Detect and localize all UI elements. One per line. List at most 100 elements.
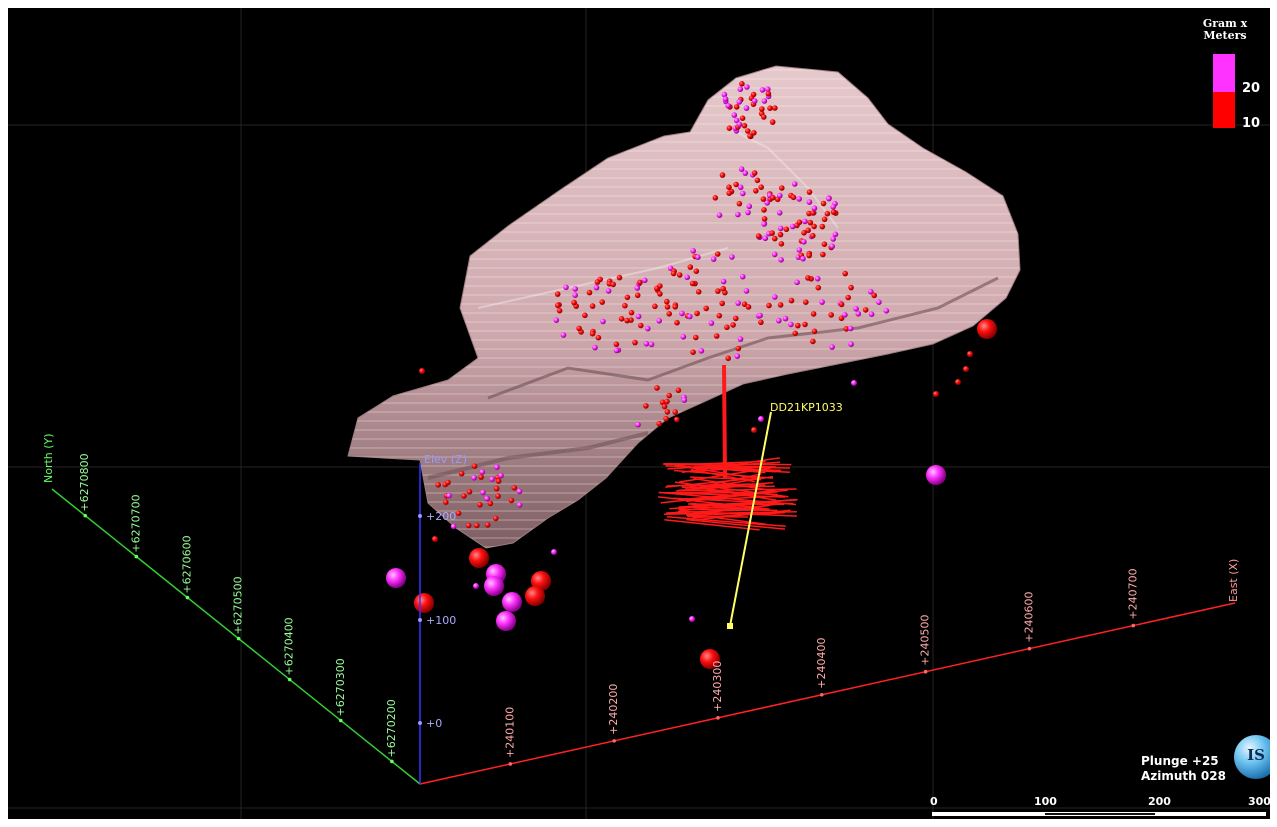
east-axis-line bbox=[419, 602, 1236, 785]
sample-point bbox=[680, 334, 687, 340]
sample-point bbox=[765, 90, 772, 97]
sample-point bbox=[724, 324, 730, 331]
north-tick-dot bbox=[287, 677, 292, 682]
sample-point bbox=[771, 251, 778, 258]
sample-point bbox=[811, 223, 817, 230]
sample-point bbox=[838, 315, 845, 322]
north-tick-label: +6270200 bbox=[385, 699, 398, 757]
elev-tick-label: +0 bbox=[426, 717, 442, 730]
sample-point bbox=[753, 188, 759, 194]
sample-point bbox=[821, 216, 828, 223]
sample-point bbox=[848, 341, 854, 348]
sample-point bbox=[695, 254, 701, 260]
east-tick-label: +240500 bbox=[919, 614, 932, 665]
sample-point bbox=[788, 321, 794, 328]
east-tick-dot bbox=[716, 716, 720, 720]
sample-point bbox=[600, 318, 606, 325]
east-axis-ticks: +240100 +240200 +240300 +240400 +240500 +2406… bbox=[503, 568, 1139, 766]
drill-trace-segment bbox=[663, 462, 792, 466]
drillhole-dd21kp1033[interactable] bbox=[729, 411, 772, 627]
sample-point bbox=[586, 289, 593, 296]
sample-point bbox=[477, 502, 483, 508]
large-sample-sphere bbox=[502, 592, 522, 612]
large-sample-sphere bbox=[414, 593, 434, 613]
sample-point bbox=[740, 190, 746, 197]
drill-trace-segment bbox=[689, 485, 777, 502]
sample-point bbox=[738, 166, 745, 172]
drill-trace-segment bbox=[690, 476, 762, 481]
sample-point bbox=[744, 84, 750, 90]
north-axis-ticks: +6270200 +6270300 +6270400 +6270500 +6270600… bbox=[78, 453, 398, 764]
sample-point bbox=[419, 368, 425, 374]
sample-point bbox=[855, 311, 862, 317]
sample-point bbox=[745, 209, 751, 216]
sample-point bbox=[736, 200, 743, 207]
sample-point bbox=[760, 196, 767, 202]
sample-point bbox=[659, 399, 666, 406]
sample-point bbox=[714, 251, 721, 257]
north-tick-label: +6270400 bbox=[283, 617, 296, 675]
sample-point bbox=[777, 192, 783, 199]
sample-point bbox=[819, 223, 826, 230]
sample-point bbox=[489, 476, 495, 483]
drillhole-label[interactable]: DD21KP1033 bbox=[770, 401, 843, 414]
sample-point bbox=[811, 205, 818, 211]
sample-point bbox=[739, 115, 746, 121]
sample-point bbox=[757, 312, 763, 319]
globe-icon[interactable]: IS bbox=[1234, 735, 1270, 779]
sample-point bbox=[643, 403, 649, 409]
sample-point bbox=[721, 91, 728, 98]
scene-canvas[interactable]: DD21KP1033 +6270200+6270300+6270400+6270… bbox=[8, 8, 1270, 819]
sample-point bbox=[571, 299, 577, 306]
east-tick-dot bbox=[612, 739, 616, 743]
sample-point bbox=[868, 311, 875, 318]
drill-trace-segment bbox=[669, 499, 798, 510]
legend-value-low: 10 bbox=[1242, 116, 1261, 131]
sample-point bbox=[731, 112, 738, 118]
sample-point bbox=[769, 230, 775, 236]
sample-point bbox=[690, 248, 696, 254]
north-tick-label: +6270600 bbox=[180, 535, 193, 593]
drill-trace-segment bbox=[666, 515, 786, 528]
sample-point bbox=[672, 409, 678, 415]
sample-point bbox=[783, 226, 790, 233]
sample-point bbox=[758, 184, 764, 190]
sample-point bbox=[755, 233, 762, 239]
sample-point bbox=[694, 310, 700, 317]
sample-point bbox=[871, 292, 877, 299]
elev-axis-label: Elev (Z) bbox=[424, 453, 467, 466]
sample-point bbox=[746, 203, 753, 210]
sample-point bbox=[800, 255, 806, 262]
3d-viewport[interactable]: DD21KP1033 +6270200 +6270300 +6270400 +6270… bbox=[8, 8, 1270, 819]
sample-point bbox=[751, 427, 757, 433]
sample-point bbox=[792, 330, 798, 337]
sample-point bbox=[494, 464, 500, 470]
sample-point bbox=[772, 294, 778, 300]
sample-point bbox=[716, 212, 723, 218]
sample-point bbox=[634, 292, 641, 299]
sample-point bbox=[471, 463, 478, 470]
sample-point bbox=[698, 348, 705, 354]
sample-point bbox=[461, 493, 467, 499]
sample-point bbox=[498, 472, 504, 479]
large-sample-sphere bbox=[469, 548, 489, 568]
sample-point bbox=[810, 338, 816, 345]
north-axis-line bbox=[51, 488, 421, 785]
sample-point bbox=[624, 294, 631, 301]
sample-point bbox=[806, 199, 813, 205]
sample-point bbox=[770, 194, 776, 201]
sample-point bbox=[862, 307, 869, 313]
sample-point bbox=[733, 181, 739, 188]
sample-point bbox=[955, 379, 961, 385]
sample-point bbox=[664, 304, 671, 310]
large-sample-sphere bbox=[700, 649, 720, 669]
scale-label-200: 200 bbox=[1148, 795, 1171, 808]
sample-point bbox=[679, 310, 685, 317]
large-sample-sphere bbox=[926, 465, 946, 485]
drill-trace-segment bbox=[693, 477, 779, 493]
sample-point bbox=[675, 387, 682, 394]
sample-point bbox=[739, 273, 746, 280]
sample-point bbox=[487, 500, 494, 507]
sample-point bbox=[801, 230, 807, 236]
sample-point bbox=[776, 317, 782, 324]
